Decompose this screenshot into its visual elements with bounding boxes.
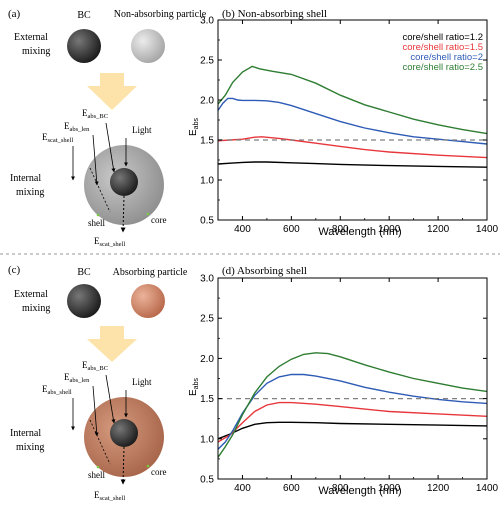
- chart-d-xlabel: Wavelength (nm): [318, 485, 401, 497]
- chart-b-ytick-label-1.5: 1.5: [200, 136, 214, 147]
- chart-d-ylabel: Eabs: [188, 378, 200, 396]
- scatter-in-dash-c: [89, 419, 111, 465]
- chart-b-legend-entry-2: core/shell ratio=1.5: [402, 42, 483, 53]
- scatter-in-dash-a: [89, 167, 111, 213]
- internal-mixing-label-a-line1: Internal: [10, 173, 41, 184]
- escat-shell-label-c-bottom: Escat_shell: [94, 490, 125, 502]
- particle-label-c: Absorbing particle: [113, 267, 188, 278]
- light-label-c: Light: [132, 377, 152, 387]
- chart-b-ylabel: Eabs: [188, 118, 200, 136]
- chart-b-non-absorbing-shell: (b) Non-absorbing shell Wavelength (nm) …: [188, 8, 499, 238]
- chart-b-series-line-4: [217, 65, 488, 135]
- chart-d-ytick-label-2.5: 2.5: [200, 314, 214, 325]
- chart-b-legend-entry-1: core/shell ratio=1.2: [402, 32, 483, 43]
- internal-mixing-label-c-line1: Internal: [10, 428, 41, 439]
- chart-b-xtick-label-1200: 1200: [427, 224, 450, 235]
- escat-shell-label-a-bottom: Escat_shell: [94, 236, 125, 248]
- arrow-eabs-len-a: [92, 134, 99, 186]
- bc-label-c: BC: [77, 267, 91, 278]
- chart-d-series-line-4: [217, 352, 488, 458]
- chart-d-series-line-1: [217, 421, 488, 440]
- chart-d-ytick-label-1.5: 1.5: [200, 394, 214, 405]
- chart-b-series-line-3: [217, 97, 488, 145]
- chart-b-xtick-label-600: 600: [283, 224, 300, 235]
- panel-a-schematic: (a) BC Non-absorbing particle External m…: [8, 8, 207, 248]
- core-sphere-c: [110, 419, 138, 447]
- absorbing-particle: [131, 284, 165, 318]
- eabs-bc-label-c: Eabs_BC: [82, 360, 108, 372]
- core-pointer-dot-a: [146, 212, 150, 216]
- chart-b-xtick-label-1000: 1000: [378, 224, 401, 235]
- chart-b-legend-entry-4: core/shell ratio=2.5: [402, 62, 483, 73]
- shell-pointer-dot-a: [96, 213, 100, 217]
- chart-d-absorbing-shell: (d) Absorbing shell Wavelength (nm) Eabs…: [188, 265, 499, 497]
- eabs-len-label-a: Eabs_len: [64, 121, 90, 133]
- chart-b-series-line-1: [217, 161, 488, 168]
- chart-b-xtick-label-400: 400: [234, 224, 251, 235]
- particle-label-a: Non-absorbing particle: [114, 9, 207, 20]
- internal-mixing-label-c-line2: mixing: [16, 442, 44, 453]
- panel-c-schematic: (c) BC Absorbing particle External mixin…: [8, 264, 188, 502]
- external-mixing-label-a-line1: External: [14, 32, 48, 43]
- core-label-a: core: [151, 215, 167, 225]
- shell-label-c: shell: [88, 470, 105, 480]
- external-mixing-label-a-line2: mixing: [22, 46, 50, 57]
- chart-d-frame: [217, 277, 488, 480]
- chart-b-ytick-label-2.5: 2.5: [200, 56, 214, 67]
- shell-pointer-dot-c: [96, 465, 100, 469]
- internal-mixing-label-a-line2: mixing: [16, 187, 44, 198]
- escat-shell-label-a-top: Escat_shell: [42, 132, 73, 144]
- arrow-eabs-bc-a: [105, 122, 116, 173]
- arrow-eabs-bc-c: [105, 374, 116, 424]
- chart-d-xtick-label-1000: 1000: [378, 483, 401, 494]
- nonabsorbing-particle: [131, 29, 165, 63]
- bc-particle-c: [67, 284, 101, 318]
- external-mixing-label-c-line1: External: [14, 289, 48, 300]
- bc-label-a: BC: [77, 10, 91, 21]
- eabs-bc-label-a: Eabs_BC: [82, 108, 108, 120]
- chart-d-series-line-3: [217, 373, 488, 450]
- panel-c-label: (c): [8, 264, 21, 276]
- chart-b-ytick-label-0.5: 0.5: [200, 216, 214, 227]
- chart-b-xtick-label-1400: 1400: [476, 224, 499, 235]
- chart-d-ytick-label-0.5: 0.5: [200, 475, 214, 486]
- bc-particle-a: [67, 29, 101, 63]
- panel-a-label: (a): [8, 8, 21, 20]
- chart-b-ytick-label-1: 1.0: [200, 176, 214, 187]
- chart-b-legend-entry-3: core/shell ratio=2: [410, 52, 483, 63]
- arrow-eabs-len-c: [92, 385, 99, 437]
- chart-d-ytick-label-2: 2.0: [200, 354, 214, 365]
- chart-d-xtick-label-1200: 1200: [427, 483, 450, 494]
- chart-b-xlabel: Wavelength (nm): [318, 226, 401, 238]
- chart-b-ytick-label-3: 3.0: [200, 16, 214, 27]
- chart-b-title: (b) Non-absorbing shell: [222, 8, 327, 20]
- chart-d-title: (d) Absorbing shell: [222, 265, 307, 277]
- chart-d-ytick-label-3: 3.0: [200, 274, 214, 285]
- eabs-shell-label-c: Eabs_shell: [42, 384, 72, 396]
- chart-d-xtick-label-400: 400: [234, 483, 251, 494]
- chart-d-xtick-label-800: 800: [332, 483, 349, 494]
- light-label-a: Light: [132, 125, 152, 135]
- chart-d-xtick-label-1400: 1400: [476, 483, 499, 494]
- eabs-len-label-c: Eabs_len: [64, 372, 90, 384]
- core-pointer-dot-c: [146, 464, 150, 468]
- chart-d-xtick-label-600: 600: [283, 483, 300, 494]
- chart-d-series-line-2: [217, 401, 488, 443]
- shell-label-a: shell: [88, 218, 105, 228]
- chart-b-ytick-label-2: 2.0: [200, 96, 214, 107]
- mixing-arrow-a: [87, 73, 137, 110]
- chart-d-ytick-label-1: 1.0: [200, 434, 214, 445]
- external-mixing-label-c-line2: mixing: [22, 303, 50, 314]
- mixing-arrow-c: [87, 326, 137, 362]
- chart-b-xtick-label-800: 800: [332, 224, 349, 235]
- core-label-c: core: [151, 467, 167, 477]
- core-sphere-a: [110, 168, 138, 196]
